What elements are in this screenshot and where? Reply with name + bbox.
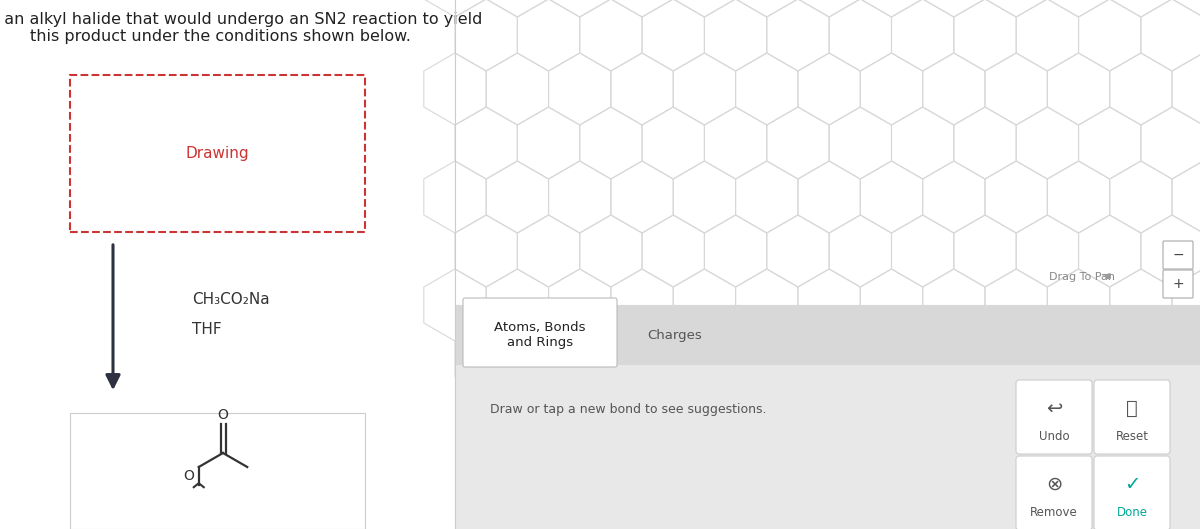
Bar bbox=[70, 413, 365, 529]
Text: THF: THF bbox=[192, 323, 222, 338]
FancyBboxPatch shape bbox=[1016, 456, 1092, 529]
Text: ↩: ↩ bbox=[1046, 399, 1062, 418]
FancyBboxPatch shape bbox=[1163, 241, 1193, 269]
Bar bbox=[455, 305, 1200, 365]
Text: +: + bbox=[1172, 277, 1184, 291]
Text: CH₃CO₂Na: CH₃CO₂Na bbox=[192, 293, 270, 307]
Text: Done: Done bbox=[1116, 506, 1147, 518]
Text: Atoms, Bonds
and Rings: Atoms, Bonds and Rings bbox=[494, 321, 586, 349]
Text: Draw an alkyl halide that would undergo an SN2 reaction to yield
this product un: Draw an alkyl halide that would undergo … bbox=[0, 12, 482, 44]
Text: Undo: Undo bbox=[1039, 430, 1069, 443]
Text: −: − bbox=[1172, 248, 1184, 262]
Text: O: O bbox=[217, 408, 228, 422]
Text: ✓: ✓ bbox=[1124, 475, 1140, 494]
FancyBboxPatch shape bbox=[1016, 380, 1092, 454]
Text: ☚: ☚ bbox=[1100, 270, 1112, 284]
FancyBboxPatch shape bbox=[1094, 456, 1170, 529]
Bar bbox=[455, 0, 1200, 305]
Text: 🗑: 🗑 bbox=[1126, 399, 1138, 418]
FancyBboxPatch shape bbox=[463, 298, 617, 367]
Text: Charges: Charges bbox=[648, 329, 702, 342]
Text: ⊗: ⊗ bbox=[1046, 475, 1062, 494]
Text: Reset: Reset bbox=[1116, 430, 1148, 443]
Text: Drawing: Drawing bbox=[186, 146, 250, 161]
Text: O: O bbox=[182, 469, 193, 483]
FancyBboxPatch shape bbox=[1163, 270, 1193, 298]
Text: Draw or tap a new bond to see suggestions.: Draw or tap a new bond to see suggestion… bbox=[490, 404, 767, 416]
Bar bbox=[455, 365, 1200, 529]
FancyBboxPatch shape bbox=[1094, 380, 1170, 454]
Text: Remove: Remove bbox=[1030, 506, 1078, 518]
Text: Drag To Pan: Drag To Pan bbox=[1049, 272, 1115, 282]
Bar bbox=[70, 75, 365, 232]
